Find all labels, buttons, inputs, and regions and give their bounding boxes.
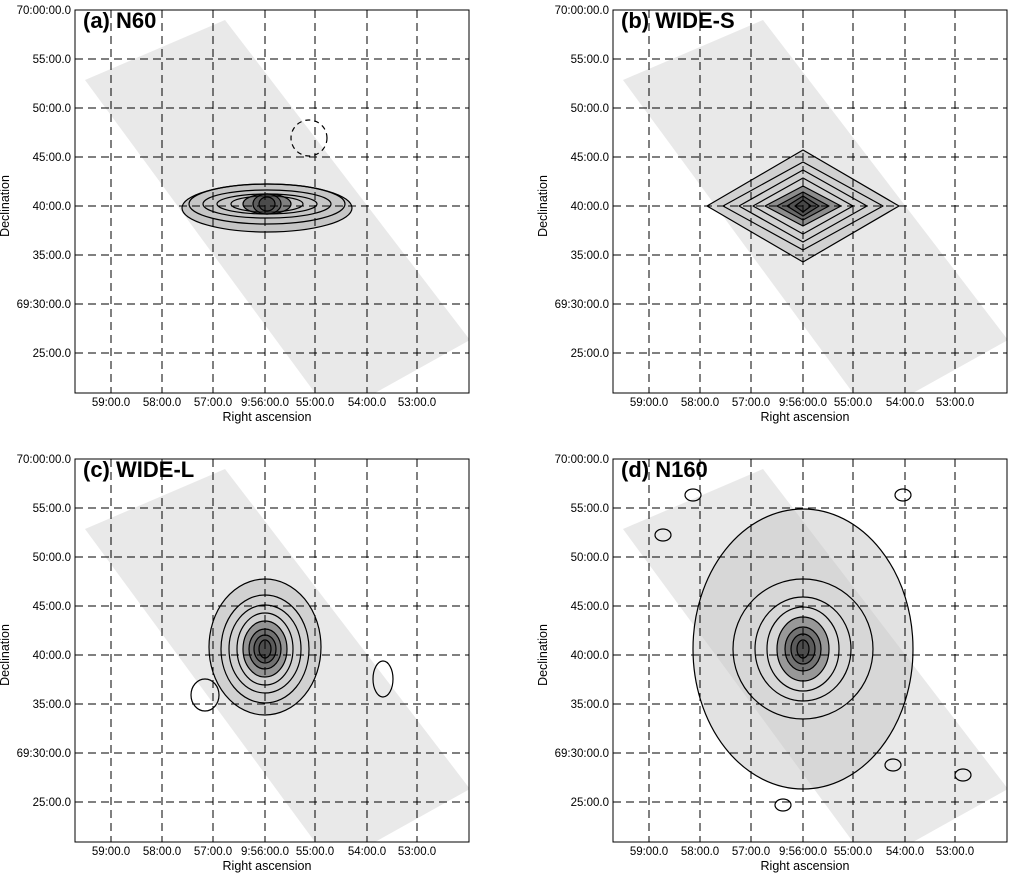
x-tick-label: 58:00.0 <box>681 846 719 858</box>
y-tick-label: 55:00.0 <box>571 54 609 66</box>
x-tick-label: 55:00.0 <box>296 846 334 858</box>
y-tick-label: 45:00.0 <box>33 152 71 164</box>
y-tick-label: 70:00:00.0 <box>555 454 609 466</box>
plot-frame <box>74 9 470 394</box>
panel-4: 59:00.0 58:00.0 57:00.0 9:56:00.0 55:00.0 54:… <box>536 454 1008 873</box>
contour-blob <box>894 488 912 502</box>
y-tick-label: 69:30:00.0 <box>555 748 609 760</box>
y-tick-label: 25:00.0 <box>571 348 609 360</box>
contour-blob <box>774 798 792 812</box>
x-axis-title: Right ascension <box>761 859 850 873</box>
panel-1: 59:00.0 58:00.0 57:00.0 9:56:00.0 55:00.0 54:… <box>0 5 470 424</box>
grid <box>613 458 1007 842</box>
plot-frame <box>74 458 470 843</box>
contour-knot <box>190 678 220 712</box>
y-tick-label: 50:00.0 <box>571 552 609 564</box>
contour-level <box>188 183 346 225</box>
y-tick-label: 25:00.0 <box>571 797 609 809</box>
y-axis-title: Declination <box>0 175 12 237</box>
x-tick-label: 58:00.0 <box>143 846 181 858</box>
contour-level <box>202 189 332 219</box>
y-tick-label: 45:00.0 <box>571 152 609 164</box>
panel-title: (d) N160 <box>621 457 708 482</box>
y-tick-label: 70:00:00.0 <box>17 5 71 17</box>
y-tick-label: 40:00.0 <box>33 201 71 213</box>
contour-blob <box>684 488 702 502</box>
x-tick-label: 57:00.0 <box>732 397 770 409</box>
contour-group <box>181 119 353 233</box>
y-tick-label: 40:00.0 <box>571 201 609 213</box>
x-tick-label: 59:00.0 <box>92 846 130 858</box>
x-tick-label: 55:00.0 <box>834 397 872 409</box>
x-tick-label: 54:00.0 <box>348 846 386 858</box>
y-tick-label: 25:00.0 <box>33 348 71 360</box>
y-tick-label: 35:00.0 <box>571 250 609 262</box>
x-tick-label: 54:00.0 <box>886 397 924 409</box>
contour-blob <box>884 758 902 772</box>
x-tick-label: 53:00.0 <box>398 846 436 858</box>
x-tick-label: 9:56:00.0 <box>241 397 289 409</box>
y-tick-label: 69:30:00.0 <box>555 299 609 311</box>
x-tick-label: 9:56:00.0 <box>779 397 827 409</box>
x-tick-label: 55:00.0 <box>834 846 872 858</box>
y-tick-label: 50:00.0 <box>571 103 609 115</box>
x-axis-title: Right ascension <box>223 859 312 873</box>
y-tick-label: 45:00.0 <box>571 601 609 613</box>
y-tick-label: 35:00.0 <box>571 699 609 711</box>
y-tick-label: 55:00.0 <box>571 503 609 515</box>
x-tick-label: 58:00.0 <box>681 397 719 409</box>
y-axis-title: Declination <box>536 175 550 237</box>
x-tick-label: 57:00.0 <box>194 846 232 858</box>
y-tick-label: 35:00.0 <box>33 699 71 711</box>
y-tick-label: 50:00.0 <box>33 552 71 564</box>
contour-knot <box>372 660 394 698</box>
x-tick-label: 59:00.0 <box>630 397 668 409</box>
contour-level <box>258 196 276 212</box>
x-tick-label: 9:56:00.0 <box>779 846 827 858</box>
y-tick-label: 69:30:00.0 <box>17 299 71 311</box>
panel-title: (b) WIDE-S <box>621 8 735 33</box>
panel-title: (c) WIDE-L <box>83 457 194 482</box>
x-tick-label: 53:00.0 <box>936 846 974 858</box>
plot-frame <box>612 9 1008 394</box>
x-tick-label: 57:00.0 <box>732 846 770 858</box>
y-tick-label: 50:00.0 <box>33 103 71 115</box>
y-tick-label: 70:00:00.0 <box>555 5 609 17</box>
panel-2: 59:00.0 58:00.0 57:00.0 9:56:00.0 55:00.0 54:… <box>536 5 1008 424</box>
x-tick-label: 54:00.0 <box>348 397 386 409</box>
x-tick-label: 54:00.0 <box>886 846 924 858</box>
x-axis-title: Right ascension <box>223 410 312 424</box>
y-axis-title: Declination <box>0 624 12 686</box>
grid <box>75 458 469 842</box>
y-tick-label: 40:00.0 <box>571 650 609 662</box>
contour-blob <box>654 528 672 542</box>
x-tick-label: 9:56:00.0 <box>241 846 289 858</box>
x-tick-label: 53:00.0 <box>398 397 436 409</box>
dashed-aperture <box>290 119 328 157</box>
x-tick-label: 55:00.0 <box>296 397 334 409</box>
x-tick-label: 59:00.0 <box>630 846 668 858</box>
y-tick-label: 55:00.0 <box>33 503 71 515</box>
y-tick-label: 35:00.0 <box>33 250 71 262</box>
y-tick-label: 70:00:00.0 <box>17 454 71 466</box>
x-tick-label: 53:00.0 <box>936 397 974 409</box>
panel-3: 59:00.0 58:00.0 57:00.0 9:56:00.0 55:00.0 54:… <box>0 454 470 873</box>
y-tick-label: 45:00.0 <box>33 601 71 613</box>
y-axis-title: Declination <box>536 624 550 686</box>
plot-frame <box>612 458 1008 843</box>
grid <box>613 9 1007 393</box>
x-tick-label: 57:00.0 <box>194 397 232 409</box>
y-tick-label: 69:30:00.0 <box>17 748 71 760</box>
contour-level <box>722 161 884 251</box>
y-tick-label: 55:00.0 <box>33 54 71 66</box>
x-tick-label: 58:00.0 <box>143 397 181 409</box>
panel-title: (a) N60 <box>83 8 156 33</box>
y-tick-label: 25:00.0 <box>33 797 71 809</box>
x-axis-title: Right ascension <box>761 410 850 424</box>
y-tick-label: 40:00.0 <box>33 650 71 662</box>
x-tick-label: 59:00.0 <box>92 397 130 409</box>
